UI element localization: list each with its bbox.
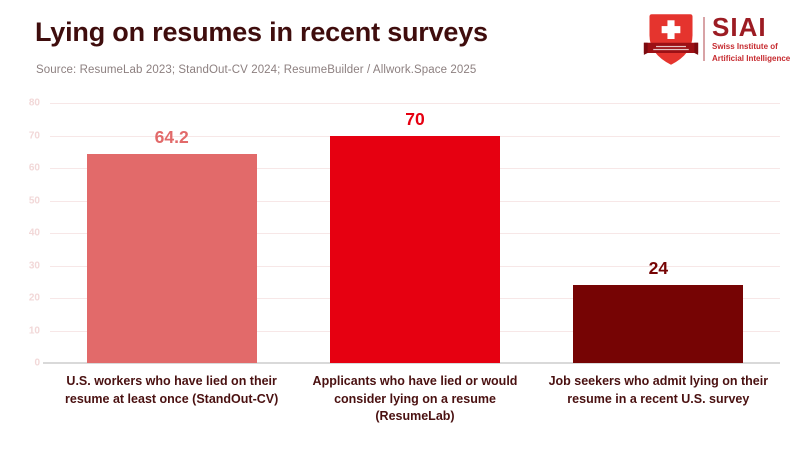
bar-value-label-1: 64.2 — [154, 127, 189, 148]
logo-name-line1: Swiss Institute of — [712, 41, 778, 51]
y-tick-label-50: 50 — [28, 195, 40, 206]
category-label-1: U.S. workers who have lied on their resu… — [65, 374, 279, 406]
y-tick-label-70: 70 — [28, 130, 40, 141]
y-tick-label-30: 30 — [28, 260, 40, 271]
y-tick-label-40: 40 — [28, 227, 40, 239]
source-note: Source: ResumeLab 2023; StandOut-CV 2024… — [36, 64, 477, 76]
bar-value-label-2: 70 — [405, 108, 425, 129]
logo-ribbon — [643, 42, 699, 54]
y-tick-label-80: 80 — [28, 97, 40, 109]
bar-1 — [86, 154, 257, 363]
siai-logo: SIAI Swiss Institute of Artificial Intel… — [642, 9, 790, 69]
logo-divider — [703, 17, 705, 61]
y-tick-label-10: 10 — [28, 325, 40, 336]
shield-cross-icon — [643, 14, 699, 65]
gridline-80 — [50, 103, 780, 104]
logo-acronym: SIAI — [712, 11, 767, 42]
logo-wordmark: SIAI Swiss Institute of Artificial Intel… — [712, 14, 790, 65]
x-axis-line — [43, 362, 780, 364]
logo-name-line2: Artificial Intelligence — [712, 54, 791, 63]
y-tick-label-0: 0 — [34, 357, 40, 369]
bar-2 — [330, 135, 500, 363]
page-title: Lying on resumes in recent surveys — [35, 17, 488, 47]
bar-value-label-3: 24 — [648, 258, 669, 278]
y-tick-label-60: 60 — [28, 162, 40, 174]
y-tick-label-20: 20 — [28, 292, 40, 304]
bar-chart-plot-area: 0 10 20 30 40 50 60 70 80 64.2 U.S. workers who ha… — [29, 98, 780, 423]
category-label-2: Applicants who have lied or would consid… — [312, 374, 518, 423]
category-label-3: Job seekers who admit lying on their res… — [548, 374, 769, 406]
bar-3 — [573, 285, 744, 363]
